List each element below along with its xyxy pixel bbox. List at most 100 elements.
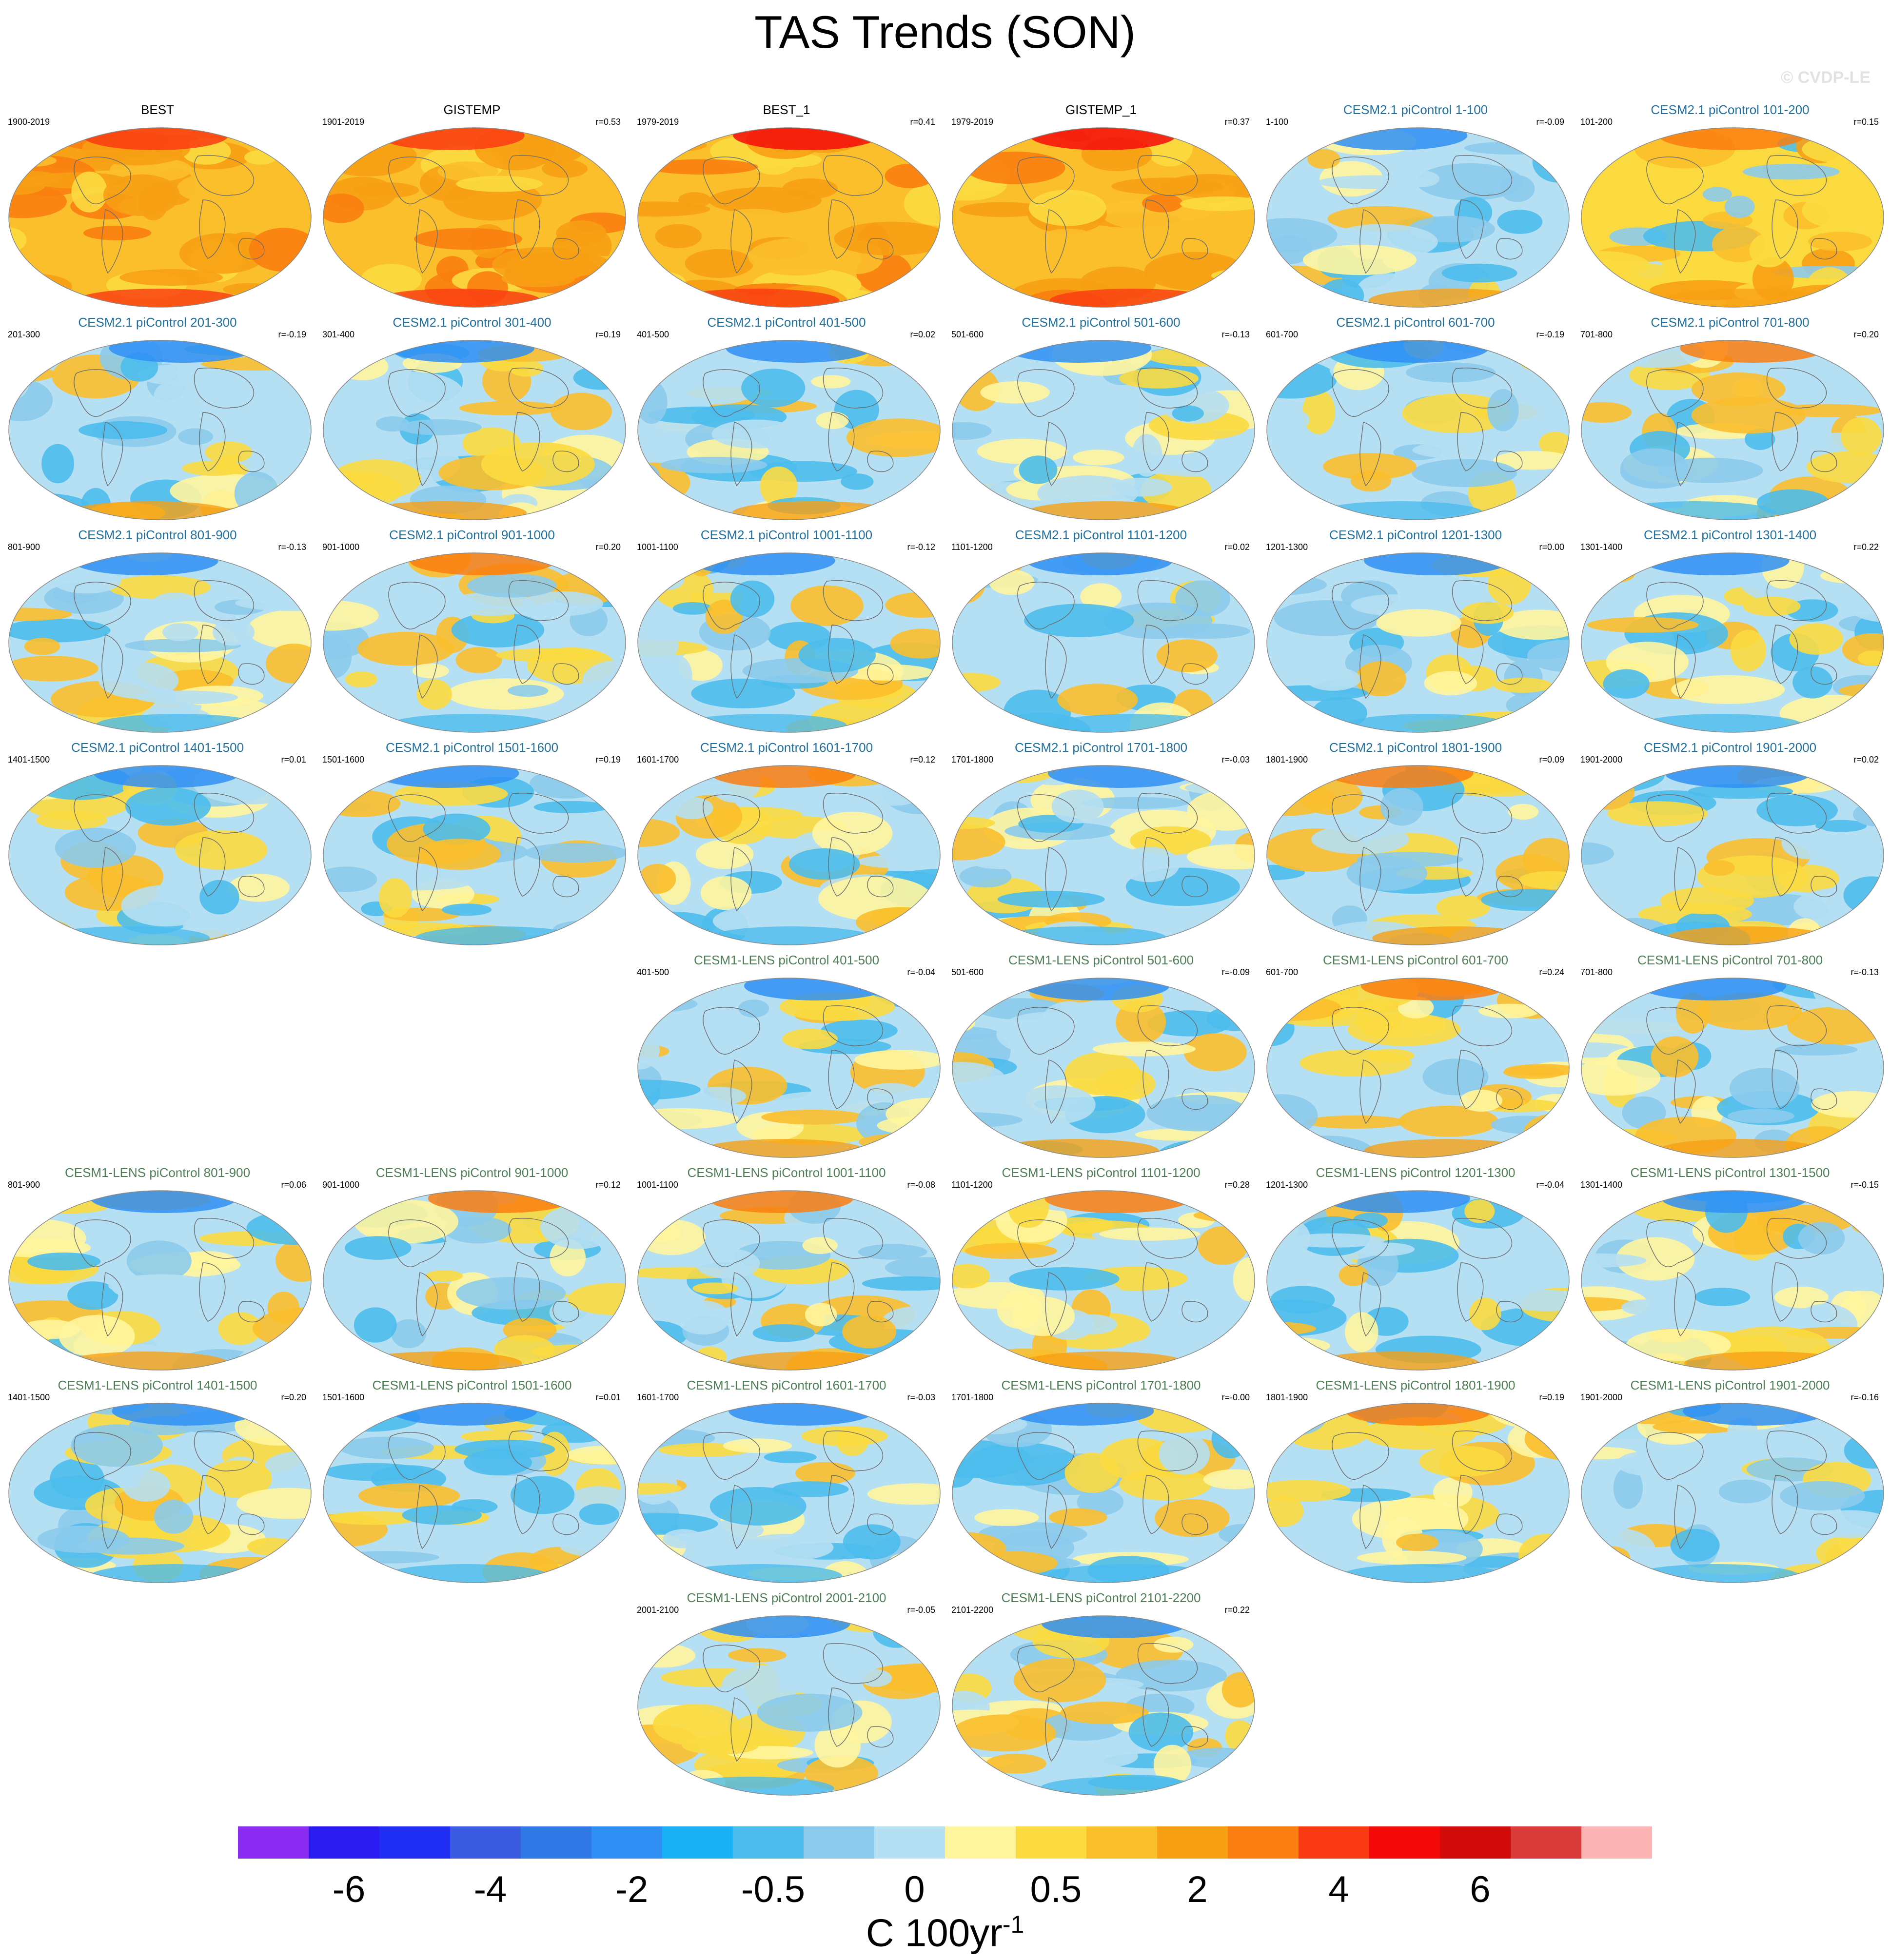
trend-anomaly-blob xyxy=(722,1019,772,1057)
continent-outline xyxy=(199,837,226,897)
trend-anomaly-blob xyxy=(1815,820,1867,832)
trend-anomaly-blob xyxy=(259,921,311,945)
trend-map xyxy=(1266,1190,1570,1371)
trend-anomaly-blob xyxy=(9,379,53,422)
trend-anomaly-blob xyxy=(71,171,108,213)
trend-anomaly-blob xyxy=(854,1050,940,1070)
trend-anomaly-blob xyxy=(1355,661,1406,697)
map-border xyxy=(1266,127,1570,308)
panel-correlation: r=0.01 xyxy=(281,755,306,764)
map-border xyxy=(323,1403,626,1583)
trend-anomaly-blob xyxy=(1581,292,1639,307)
trend-anomaly-blob xyxy=(805,1303,837,1327)
trend-map xyxy=(1266,1403,1570,1583)
trend-anomaly-blob xyxy=(952,817,995,829)
trend-anomaly-blob xyxy=(1774,1286,1829,1308)
map-border xyxy=(323,552,626,733)
map-border xyxy=(637,1190,941,1371)
trend-anomaly-blob xyxy=(843,1524,901,1560)
trend-anomaly-blob xyxy=(650,570,684,590)
trend-anomaly-blob xyxy=(965,152,1065,184)
map-panel: BEST_1 1979-2019 r=0.41 xyxy=(633,102,941,308)
trend-map xyxy=(952,978,1255,1158)
trend-anomaly-blob xyxy=(354,1307,397,1343)
continent-outline xyxy=(1674,847,1696,912)
map-panel: CESM2.1 piControl 801-900 801-900 r=-0.13 xyxy=(4,528,312,733)
trend-anomaly-blob xyxy=(663,1529,704,1548)
trend-anomaly-blob xyxy=(416,679,452,710)
continent-outline xyxy=(508,580,569,621)
map-panel: CESM2.1 piControl 101-200 101-200 r=0.15 xyxy=(1576,102,1884,308)
continent-outline xyxy=(1045,209,1067,274)
continent-outline xyxy=(1045,1059,1067,1124)
trend-anomaly-blob xyxy=(1527,640,1569,672)
trend-anomaly-blob xyxy=(1160,623,1250,639)
trend-anomaly-blob xyxy=(323,193,364,223)
panel-title: CESM1-LENS piControl 1001-1100 xyxy=(687,1165,886,1180)
continent-outline xyxy=(1045,847,1067,912)
panel-correlation: r=0.22 xyxy=(1224,1605,1250,1615)
continent-outline xyxy=(74,1219,131,1267)
trend-anomaly-blob xyxy=(638,201,710,217)
panel-title: CESM1-LENS piControl 901-1000 xyxy=(375,1165,569,1180)
colorbar-box xyxy=(450,1826,521,1859)
trend-anomaly-blob xyxy=(1270,1286,1335,1314)
trend-anomaly-blob xyxy=(802,1237,838,1254)
trend-anomaly-blob xyxy=(1187,844,1255,870)
map-border xyxy=(8,1190,312,1371)
panel-correlation: r=0.02 xyxy=(1853,755,1879,764)
colorbar-tick-label: 0 xyxy=(904,1869,925,1910)
trend-map xyxy=(952,340,1255,520)
trend-anomaly-blob xyxy=(205,441,253,463)
map-panel: CESM1-LENS piControl 2101-2200 2101-2200 r… xyxy=(947,1590,1255,1796)
continent-outline xyxy=(1674,1485,1696,1549)
trend-anomaly-blob xyxy=(540,1205,618,1249)
trend-anomaly-blob xyxy=(862,773,927,806)
trend-anomaly-blob xyxy=(1832,978,1862,1004)
continent-outline xyxy=(730,1485,752,1549)
map-border xyxy=(8,127,312,308)
continent-outline xyxy=(238,876,265,898)
trend-map xyxy=(8,552,312,733)
continent-outline xyxy=(1811,1301,1837,1323)
trend-anomaly-blob xyxy=(339,1436,434,1459)
continent-outline xyxy=(1137,155,1198,196)
continent-outline xyxy=(508,793,569,834)
trend-anomaly-blob xyxy=(757,1693,863,1732)
continent-outline xyxy=(1674,422,1696,487)
continent-outline xyxy=(1142,412,1169,471)
map-border xyxy=(1581,340,1884,520)
trend-anomaly-blob xyxy=(859,1134,940,1150)
trend-anomaly-blob xyxy=(136,690,238,705)
trend-anomaly-blob xyxy=(1367,1049,1415,1062)
trend-anomaly-blob xyxy=(782,1028,838,1050)
trend-anomaly-blob xyxy=(1774,182,1810,196)
colorbar-tick-label: 2 xyxy=(1187,1869,1208,1910)
trend-anomaly-blob xyxy=(77,1537,184,1555)
continent-outline xyxy=(416,1272,438,1337)
trend-anomaly-blob xyxy=(103,174,180,216)
trend-anomaly-blob xyxy=(682,1736,759,1755)
trend-anomaly-blob xyxy=(357,631,454,666)
continent-outline xyxy=(1646,369,1704,417)
trend-anomaly-blob xyxy=(1111,177,1224,195)
panel-period: 1401-1500 xyxy=(8,1392,50,1402)
map-border xyxy=(1581,1403,1884,1583)
trend-anomaly-blob xyxy=(1267,1480,1351,1502)
map-panel: CESM2.1 piControl 1601-1700 1601-1700 r=0.… xyxy=(633,740,941,945)
trend-anomaly-blob xyxy=(1305,667,1361,691)
panel-correlation: r=0.19 xyxy=(595,330,621,339)
trend-anomaly-blob xyxy=(814,1723,861,1768)
continent-outline xyxy=(388,1219,446,1267)
continent-outline xyxy=(1496,1301,1523,1323)
continent-outline xyxy=(867,1726,894,1748)
colorbar-box xyxy=(1299,1826,1369,1859)
trend-anomaly-blob xyxy=(242,505,277,520)
trend-anomaly-blob xyxy=(9,834,35,875)
trend-anomaly-blob xyxy=(709,187,822,214)
trend-anomaly-blob xyxy=(1153,1636,1194,1653)
trend-anomaly-blob xyxy=(24,638,60,655)
trend-anomaly-blob xyxy=(324,1463,424,1481)
trend-anomaly-blob xyxy=(841,473,874,490)
panel-title: CESM1-LENS piControl 1501-1600 xyxy=(372,1378,572,1392)
